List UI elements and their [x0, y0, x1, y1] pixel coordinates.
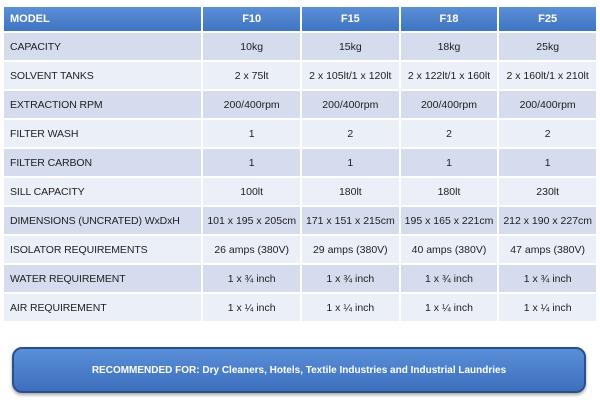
cell-value: 2 x 122lt/1 x 160lt: [400, 62, 498, 89]
cell-value: 200/400rpm: [400, 91, 498, 118]
cell-value: 200/400rpm: [203, 91, 300, 118]
cell-value: 1: [400, 149, 498, 176]
row-label: AIR REQUIREMENT: [4, 294, 202, 321]
header-f10: F10: [203, 7, 300, 31]
table-row: DIMENSIONS (UNCRATED) WxDxH 101 x 195 x …: [4, 207, 596, 234]
cell-value: 212 x 190 x 227cm: [499, 207, 596, 234]
cell-value: 1 x ¼ inch: [499, 294, 596, 321]
cell-value: 1 x ¾ inch: [400, 265, 498, 292]
cell-value: 2 x 160lt/1 x 210lt: [499, 62, 596, 89]
table-row: AIR REQUIREMENT 1 x ¼ inch 1 x ¼ inch 1 …: [4, 294, 596, 321]
cell-value: 47 amps (380V): [499, 236, 596, 263]
table-row: FILTER WASH 1 2 2 2: [4, 120, 596, 147]
cell-value: 101 x 195 x 205cm: [203, 207, 300, 234]
table-row: SILL CAPACITY 100lt 180lt 180lt 230lt: [4, 178, 596, 205]
cell-value: 195 x 165 x 221cm: [400, 207, 498, 234]
cell-value: 1: [203, 149, 300, 176]
cell-value: 200/400rpm: [499, 91, 596, 118]
cell-value: 18kg: [400, 33, 498, 60]
cell-value: 2: [400, 120, 498, 147]
cell-value: 26 amps (380V): [203, 236, 300, 263]
cell-value: 10kg: [203, 33, 300, 60]
row-label: ISOLATOR REQUIREMENTS: [4, 236, 202, 263]
header-f15: F15: [302, 7, 399, 31]
cell-value: 2 x 75lt: [203, 62, 300, 89]
row-label: FILTER CARBON: [4, 149, 202, 176]
row-label: EXTRACTION RPM: [4, 91, 202, 118]
cell-value: 2 x 105lt/1 x 120lt: [302, 62, 399, 89]
table-row: ISOLATOR REQUIREMENTS 26 amps (380V) 29 …: [4, 236, 596, 263]
cell-value: 25kg: [499, 33, 596, 60]
row-label: WATER REQUIREMENT: [4, 265, 202, 292]
cell-value: 180lt: [400, 178, 498, 205]
row-label: DIMENSIONS (UNCRATED) WxDxH: [4, 207, 202, 234]
row-label: SILL CAPACITY: [4, 178, 202, 205]
header-f18: F18: [400, 7, 498, 31]
table-row: WATER REQUIREMENT 1 x ¾ inch 1 x ¾ inch …: [4, 265, 596, 292]
cell-value: 1: [203, 120, 300, 147]
header-f25: F25: [499, 7, 596, 31]
row-label: FILTER WASH: [4, 120, 202, 147]
table-row: CAPACITY 10kg 15kg 18kg 25kg: [4, 33, 596, 60]
cell-value: 180lt: [302, 178, 399, 205]
cell-value: 171 x 151 x 215cm: [302, 207, 399, 234]
cell-value: 15kg: [302, 33, 399, 60]
header-model: MODEL: [4, 7, 202, 31]
cell-value: 1 x ¾ inch: [499, 265, 596, 292]
recommended-text: RECOMMENDED FOR: Dry Cleaners, Hotels, T…: [91, 364, 507, 376]
cell-value: 29 amps (380V): [302, 236, 399, 263]
cell-value: 40 amps (380V): [400, 236, 498, 263]
row-label: CAPACITY: [4, 33, 202, 60]
spec-table: MODEL F10 F15 F18 F25 CAPACITY 10kg 15kg…: [2, 5, 598, 323]
cell-value: 100lt: [203, 178, 300, 205]
cell-value: 1 x ¼ inch: [302, 294, 399, 321]
cell-value: 1 x ¼ inch: [400, 294, 498, 321]
cell-value: 200/400rpm: [302, 91, 399, 118]
table-row: SOLVENT TANKS 2 x 75lt 2 x 105lt/1 x 120…: [4, 62, 596, 89]
cell-value: 1 x ¾ inch: [302, 265, 399, 292]
cell-value: 2: [499, 120, 596, 147]
cell-value: 1: [499, 149, 596, 176]
table-row: FILTER CARBON 1 1 1 1: [4, 149, 596, 176]
cell-value: 1 x ¾ inch: [203, 265, 300, 292]
table-row: EXTRACTION RPM 200/400rpm 200/400rpm 200…: [4, 91, 596, 118]
header-row: MODEL F10 F15 F18 F25: [4, 7, 596, 31]
row-label: SOLVENT TANKS: [4, 62, 202, 89]
cell-value: 1 x ¼ inch: [203, 294, 300, 321]
recommended-banner: RECOMMENDED FOR: Dry Cleaners, Hotels, T…: [12, 347, 586, 393]
cell-value: 230lt: [499, 178, 596, 205]
cell-value: 1: [302, 149, 399, 176]
cell-value: 2: [302, 120, 399, 147]
